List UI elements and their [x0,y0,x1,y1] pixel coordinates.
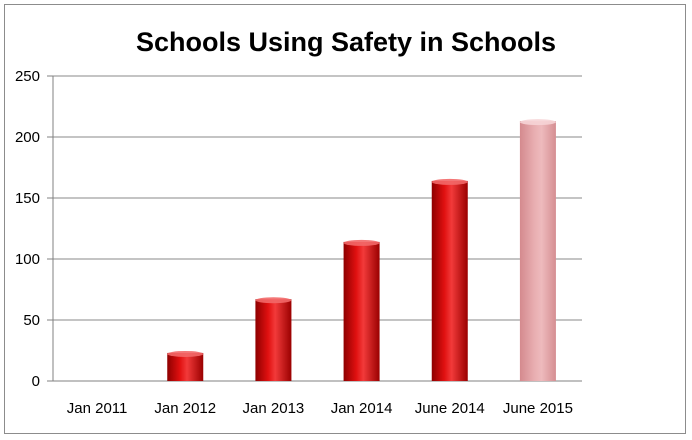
x-tick-label: Jan 2011 [67,400,128,417]
x-tick-label: Jan 2014 [331,400,393,417]
x-tick-label: Jan 2012 [154,400,216,417]
grid-lines [47,75,582,382]
y-tick-label: 0 [32,373,40,390]
bar-2 [255,297,292,381]
bar-1 [167,350,204,381]
y-tick-label: 50 [23,312,40,329]
bar-4 [431,178,468,381]
x-tick-label: Jan 2013 [243,400,305,417]
x-tick-label: June 2014 [415,400,485,417]
y-tick-label: 250 [15,68,40,85]
bar-5 [519,119,556,381]
y-axis-ticks: 0 50 100 150 200 250 [15,68,40,390]
chart-title: Schools Using Safety in Schools [136,27,556,57]
y-tick-label: 200 [15,129,40,146]
x-axis-ticks: Jan 2011 Jan 2012 Jan 2013 Jan 2014 June 201… [67,400,573,417]
x-tick-label: June 2015 [503,400,573,417]
bars [167,119,556,381]
bar-3 [343,239,380,381]
y-tick-label: 150 [15,190,40,207]
y-tick-label: 100 [15,251,40,268]
